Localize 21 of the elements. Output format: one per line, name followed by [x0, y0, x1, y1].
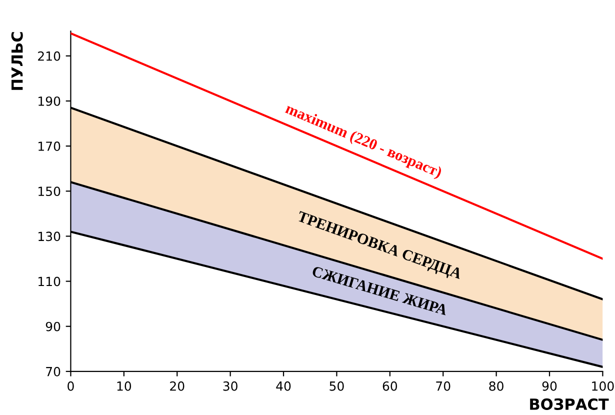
x-axis-title: ВОЗРАСТ: [530, 398, 609, 410]
x-tick-label: 60: [382, 381, 398, 391]
y-tick-label: 110: [38, 276, 60, 286]
x-tick-label: 70: [436, 381, 450, 391]
x-tick-label: 50: [330, 381, 344, 391]
y-tick-label: 190: [38, 96, 60, 106]
x-tick-label: 10: [117, 381, 132, 391]
y-tick-label: 130: [38, 232, 60, 242]
y-tick-label: 210: [38, 51, 60, 61]
x-tick-label: 20: [170, 381, 184, 391]
x-tick-label: 0: [68, 381, 74, 391]
y-axis-title: ПУЛЬС: [11, 32, 23, 90]
x-tick-label: 100: [592, 381, 614, 391]
x-tick-label: 80: [489, 381, 504, 391]
y-tick-label: 90: [46, 322, 60, 332]
x-tick-label: 30: [223, 381, 238, 391]
x-tick-label: 40: [276, 381, 291, 391]
y-tick-label: 170: [38, 142, 60, 151]
x-tick-label: 90: [542, 381, 557, 391]
y-tick-label: 70: [46, 366, 60, 376]
y-tick-label: 150: [38, 186, 60, 196]
